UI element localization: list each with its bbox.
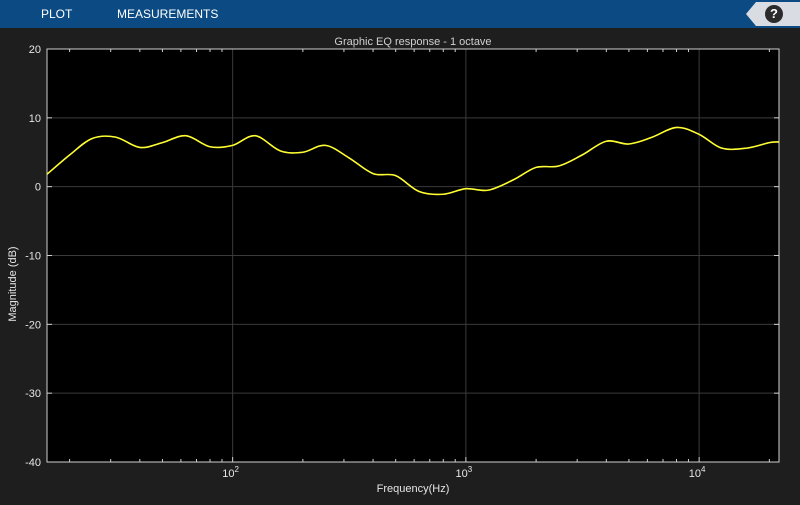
y-tick-label: -10 — [25, 251, 41, 263]
axes-frame — [46, 48, 780, 463]
y-tick-label: 0 — [35, 182, 41, 194]
y-tick-label: 10 — [29, 113, 41, 125]
y-tick-label: 20 — [29, 44, 41, 56]
y-axis-label: Magnitude (dB) — [7, 246, 19, 321]
x-tick-label: 103 — [456, 465, 473, 480]
plot-area: 20 10 0 -10 -20 -30 -40 102 103 104 Graphic EQ re… — [0, 28, 800, 500]
eq-response-chart: 20 10 0 -10 -20 -30 -40 102 103 104 Graphic EQ re… — [7, 36, 780, 495]
x-axis-label: Frequency(Hz) — [377, 483, 450, 495]
series-layer — [46, 126, 780, 196]
tab-measurements[interactable]: MEASUREMENTS — [117, 7, 219, 21]
help-icon[interactable]: ? — [765, 5, 783, 23]
y-tick-label: -20 — [25, 319, 41, 331]
eq-response-line — [46, 126, 780, 196]
y-tick-label: -40 — [25, 457, 41, 469]
x-tick-label: 102 — [222, 465, 239, 480]
chart-title: Graphic EQ response - 1 octave — [334, 36, 491, 48]
tab-plot[interactable]: PLOT — [41, 7, 73, 21]
x-tick-label: 104 — [689, 465, 706, 480]
y-tick-label: -30 — [25, 388, 41, 400]
axes: 20 10 0 -10 -20 -30 -40 102 103 104 — [25, 44, 780, 480]
help-button-container: ? — [746, 2, 800, 26]
toolstrip: PLOT MEASUREMENTS ? — [0, 0, 800, 28]
